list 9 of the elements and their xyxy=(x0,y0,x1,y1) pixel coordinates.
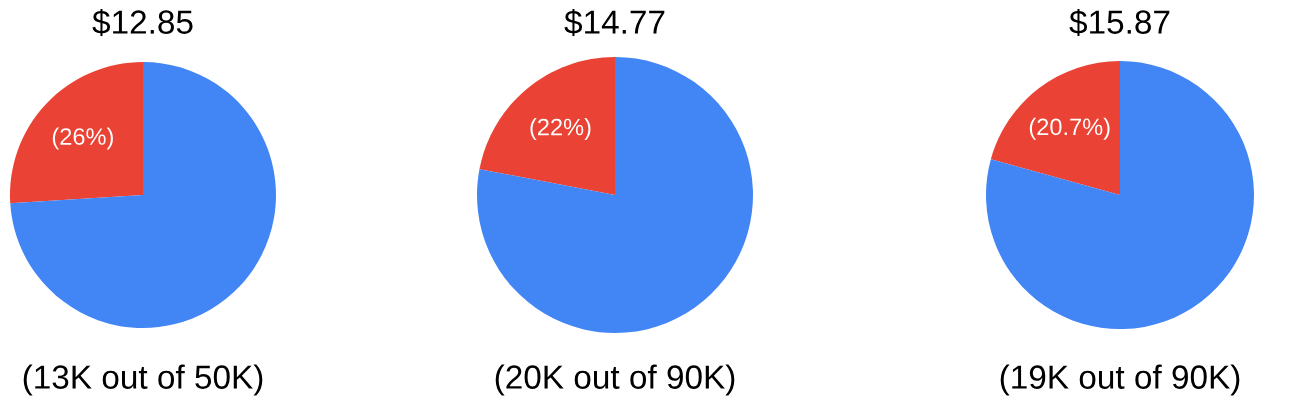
data-label: (26%) xyxy=(52,127,113,150)
text: (13K out of 50K) xyxy=(23,364,263,396)
data-label: (20.7%) xyxy=(1029,117,1110,140)
data-label: (22%) xyxy=(530,118,591,141)
chart-title: $12.85 xyxy=(92,8,193,36)
chart-title: $14.77 xyxy=(564,8,665,36)
text: (20K out of 90K) xyxy=(495,364,735,396)
chart-title: $15.87 xyxy=(1069,8,1170,36)
text: (19K out of 90K) xyxy=(1000,364,1240,396)
